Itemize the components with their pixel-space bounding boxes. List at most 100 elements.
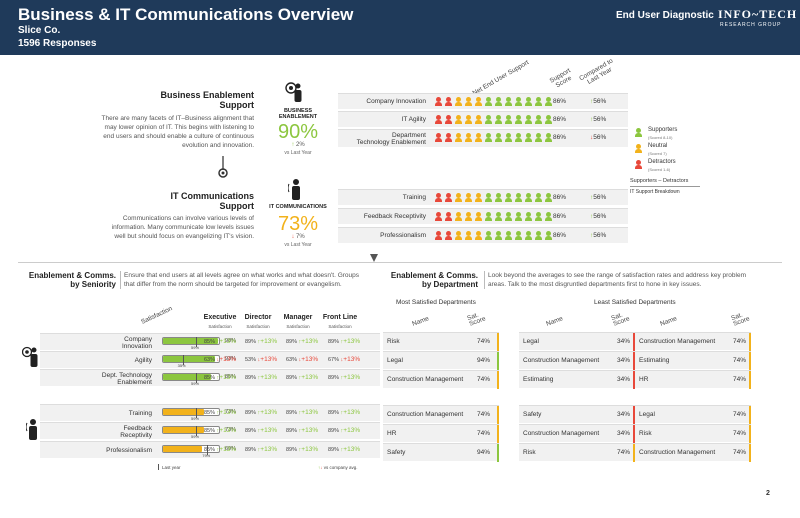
person-green-icon <box>514 193 523 203</box>
department-row: Construction Management 34% <box>519 351 635 370</box>
col-compared: Compared to Last Year <box>578 57 615 86</box>
department-score: 74% <box>733 338 747 345</box>
arrow-up-icon: ↑ <box>216 339 220 345</box>
person-green-icon <box>494 115 503 125</box>
seniority-col-2: Manager <box>283 314 313 321</box>
seniority-desc-1: Ensure that end users at all levels agre… <box>124 272 360 279</box>
be-title-1: Business Enablement <box>160 90 254 100</box>
seniority-cell-pct: 85% <box>204 375 216 381</box>
person-green-icon <box>524 133 533 143</box>
seniority-row-label-1: Professionalism <box>106 447 152 454</box>
seniority-cell-delta: +13% <box>301 446 319 453</box>
row-compared-value: 56% <box>593 134 607 141</box>
seniority-row-label-1: Dept. Technology <box>101 372 152 379</box>
seniority-cell-pct: 89% <box>286 428 298 434</box>
business-enablement-desc: There are many facets of IT–Business ali… <box>60 114 254 150</box>
satisfaction-pct: 98% <box>225 338 237 344</box>
seniority-cell: 89% ↑+13% <box>328 409 360 416</box>
seniority-row: Agility 35% 93% 63% ↓+13% 53% ↓+13% 63% ↓+13%… <box>40 351 380 368</box>
seniority-row: Company Innovation 59% 98% 85% ↑+13% 89% ↑+13… <box>40 333 380 350</box>
person-red-icon <box>434 193 443 203</box>
seniority-cell-pct: 89% <box>245 410 257 416</box>
seniority-cell-delta: +13% <box>301 356 319 363</box>
seniority-cell: 85% ↑+13% <box>204 427 236 434</box>
arrow-up-icon: ↑ <box>216 410 220 416</box>
department-name: Safety <box>523 411 542 418</box>
arrow-up-icon: ↑ <box>216 428 220 434</box>
department-score: 74% <box>477 376 491 383</box>
response-count: 1596 Responses <box>18 38 97 49</box>
seniority-cell-delta: +13% <box>301 427 319 434</box>
be-desc-2: may lower opinion of IT. This begins wit… <box>104 124 254 131</box>
seniority-row-label-2: Innovation <box>122 343 152 350</box>
seniority-cell-delta: +13% <box>219 409 237 416</box>
business-enablement-title: Business Enablement Support <box>130 90 254 110</box>
satisfaction-bar <box>162 373 220 383</box>
row-score: 86% <box>553 98 567 105</box>
seniority-cell-delta: +13% <box>260 356 278 363</box>
be-vs-label: vs Last Year <box>284 150 312 156</box>
last-year-legend: Last year <box>162 465 181 470</box>
person-green-icon <box>504 193 513 203</box>
seniority-cell-pct: 89% <box>328 375 340 381</box>
person-speaking-icon <box>288 179 300 200</box>
arrow-up-icon: ↑ <box>298 447 302 453</box>
arrow-up-icon: ↑ <box>590 98 594 105</box>
it-communications-desc: Communications can involve various level… <box>60 214 254 241</box>
department-score-indicator <box>633 352 635 370</box>
legend-supporters: Supporters (Scored 8-10) <box>630 126 700 142</box>
seniority-cell: 67% ↓+13% <box>328 356 360 363</box>
seniority-cell-delta: +13% <box>260 409 278 416</box>
seniority-cell-delta: +13% <box>219 374 237 381</box>
satisfaction-bar <box>162 337 220 347</box>
satisfaction-bar <box>162 426 220 436</box>
arrow-up-icon: ↑ <box>318 465 321 470</box>
arrow-up-icon: ↑ <box>257 339 261 345</box>
person-green-icon <box>514 212 523 222</box>
seniority-row-label: Feedback Receptivity <box>40 425 156 439</box>
seniority-cell-pct: 85% <box>204 339 216 345</box>
department-name: Construction Management <box>523 357 600 364</box>
be-delta-value: 2% <box>296 142 305 148</box>
person-red-icon <box>444 212 453 222</box>
arrow-down-icon: ↓ <box>340 357 344 363</box>
seniority-cell: 89% ↑+13% <box>245 446 277 453</box>
seniority-row-label: Professionalism <box>40 447 156 454</box>
seniority-row-label: Company Innovation <box>40 336 156 350</box>
last-year-value: 59% <box>191 345 200 350</box>
itc-score: 73% <box>277 213 319 235</box>
person-green-icon <box>514 231 523 241</box>
person-green-icon <box>484 115 493 125</box>
seniority-row-label: Training <box>40 410 156 417</box>
person-red-icon <box>434 231 443 241</box>
seniority-title-1: Enablement & Comms. <box>28 271 116 280</box>
person-green-icon <box>504 133 513 143</box>
department-score: 34% <box>617 357 631 364</box>
person-green-icon <box>504 212 513 222</box>
department-name: Risk <box>523 449 536 456</box>
person-green-icon <box>524 115 533 125</box>
row-compared: ↑56% <box>590 232 606 239</box>
department-row: Legal 94% <box>383 351 499 370</box>
person-yellow-icon <box>474 115 483 125</box>
arrow-up-icon: ↑ <box>257 447 261 453</box>
seniority-cell-pct: 85% <box>204 428 216 434</box>
legend-supporters-label: Supporters <box>648 127 678 133</box>
col-support-score: Support Score <box>548 67 573 90</box>
person-green-icon <box>514 115 523 125</box>
seniority-desc: Ensure that end users at all levels agre… <box>120 271 380 289</box>
seniority-row: Professionalism 79% 69% 85% ↑+13% 89% ↑+13% 8… <box>40 441 380 458</box>
diagnostic-name: End User Diagnostic <box>616 10 714 21</box>
department-score: 34% <box>617 411 631 418</box>
last-year-marker-icon <box>158 464 159 470</box>
seniority-cell-delta: +13% <box>301 374 319 381</box>
seniority-col-sub-1: Satisfaction <box>246 324 270 329</box>
arrow-up-icon: ↑ <box>340 410 344 416</box>
department-row: HR 74% <box>635 370 751 389</box>
seniority-cell: 89% ↑+13% <box>286 374 318 381</box>
person-green-icon <box>494 97 503 107</box>
row-score: 86% <box>553 194 567 201</box>
person-yellow-icon <box>464 231 473 241</box>
legend-neutral: Neutral (Scored 7) <box>630 142 700 158</box>
department-score: 94% <box>477 449 491 456</box>
